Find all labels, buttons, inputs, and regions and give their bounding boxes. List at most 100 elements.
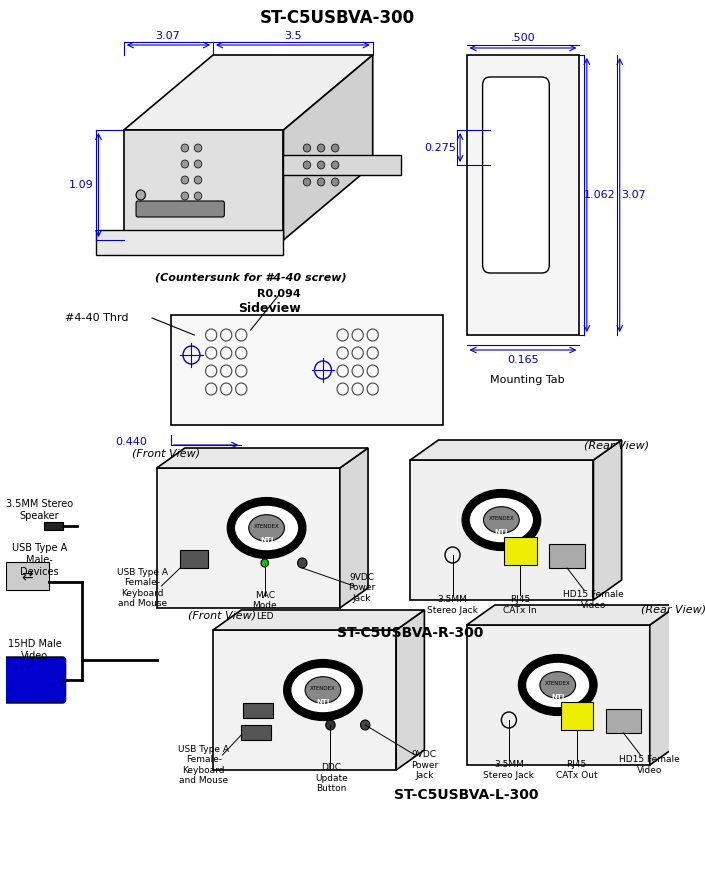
Text: Sideview: Sideview: [238, 302, 301, 315]
Circle shape: [303, 161, 311, 169]
Text: .500: .500: [510, 33, 535, 43]
Circle shape: [360, 720, 370, 730]
Polygon shape: [410, 440, 622, 460]
Text: Mounting Tab: Mounting Tab: [491, 375, 565, 385]
Ellipse shape: [283, 659, 362, 720]
Ellipse shape: [235, 505, 299, 551]
Text: RJ45
CATx In: RJ45 CATx In: [503, 596, 537, 615]
Polygon shape: [213, 630, 396, 770]
Bar: [44, 522, 63, 530]
Text: #4-40 Thrd: #4-40 Thrd: [65, 313, 128, 323]
Polygon shape: [283, 155, 401, 175]
Circle shape: [303, 178, 311, 186]
Text: HD15 Female
Video: HD15 Female Video: [563, 590, 624, 610]
Ellipse shape: [249, 514, 284, 542]
Text: 3.5MM
Stereo Jack: 3.5MM Stereo Jack: [484, 760, 534, 780]
Bar: [606, 709, 642, 733]
FancyBboxPatch shape: [136, 201, 224, 217]
Text: ST-C5USBVA-R-300: ST-C5USBVA-R-300: [337, 626, 484, 640]
Bar: [504, 537, 537, 565]
Circle shape: [181, 192, 189, 200]
Circle shape: [317, 161, 325, 169]
Circle shape: [326, 720, 335, 730]
Text: R0.094: R0.094: [257, 289, 300, 299]
Text: USB Type A
Male-
Devices: USB Type A Male- Devices: [12, 543, 67, 576]
Text: 15HD Male
Video: 15HD Male Video: [8, 639, 61, 661]
Text: ⇄: ⇄: [21, 569, 33, 583]
Text: XTENDEX: XTENDEX: [310, 685, 336, 691]
Text: XTENDEX: XTENDEX: [545, 680, 570, 685]
Text: 1.062: 1.062: [584, 190, 616, 200]
Text: 3.5: 3.5: [284, 31, 302, 41]
Text: DDC
Update
Button: DDC Update Button: [315, 763, 348, 793]
Polygon shape: [124, 130, 283, 240]
Circle shape: [331, 178, 339, 186]
Ellipse shape: [526, 662, 590, 708]
Ellipse shape: [484, 507, 519, 534]
Text: (Rear View): (Rear View): [641, 605, 705, 615]
Polygon shape: [410, 460, 594, 600]
Bar: [243, 703, 273, 718]
Circle shape: [331, 144, 339, 152]
Ellipse shape: [518, 655, 597, 715]
Polygon shape: [213, 610, 424, 630]
Circle shape: [136, 190, 145, 200]
Text: USB Type A
Female-
Keyboard
and Mouse: USB Type A Female- Keyboard and Mouse: [117, 568, 168, 608]
Text: USB Type A
Female-
Keyboard
and Mouse: USB Type A Female- Keyboard and Mouse: [178, 745, 229, 785]
Text: 9VDC
Power
Jack: 9VDC Power Jack: [348, 573, 375, 603]
Text: MAC
Mode
LED: MAC Mode LED: [252, 591, 277, 621]
Bar: [467, 55, 580, 335]
Text: 9VDC
Power
Jack: 9VDC Power Jack: [411, 750, 438, 780]
Bar: [171, 315, 443, 425]
Circle shape: [181, 176, 189, 184]
Circle shape: [181, 144, 189, 152]
Text: (Front View): (Front View): [188, 610, 257, 620]
Text: NTI: NTI: [317, 699, 330, 705]
Polygon shape: [650, 605, 678, 765]
Polygon shape: [96, 230, 283, 255]
Text: 1.09: 1.09: [69, 180, 94, 190]
Text: ST-C5USBVA-L-300: ST-C5USBVA-L-300: [394, 788, 539, 802]
Text: NTI: NTI: [551, 694, 565, 700]
Polygon shape: [467, 605, 678, 625]
Polygon shape: [157, 468, 340, 608]
Bar: [180, 550, 209, 568]
Text: 0.165: 0.165: [507, 355, 539, 365]
Text: NTI: NTI: [260, 537, 274, 543]
Ellipse shape: [227, 498, 306, 558]
Ellipse shape: [291, 667, 355, 712]
Text: (Countersunk for #4-40 screw): (Countersunk for #4-40 screw): [155, 273, 346, 283]
Polygon shape: [157, 448, 368, 468]
Circle shape: [331, 161, 339, 169]
Bar: [241, 725, 271, 740]
Bar: [549, 544, 585, 568]
Circle shape: [261, 559, 269, 567]
Circle shape: [298, 558, 307, 568]
FancyBboxPatch shape: [4, 657, 66, 703]
Text: NTI: NTI: [495, 529, 508, 535]
Polygon shape: [396, 610, 424, 770]
Polygon shape: [124, 55, 373, 130]
Circle shape: [317, 178, 325, 186]
Ellipse shape: [470, 497, 534, 542]
Text: 3.07: 3.07: [156, 31, 180, 41]
Bar: [560, 702, 594, 730]
Circle shape: [195, 144, 202, 152]
Text: ST-C5USBVA-300: ST-C5USBVA-300: [259, 9, 415, 27]
FancyBboxPatch shape: [483, 77, 549, 273]
Polygon shape: [283, 55, 373, 240]
Text: 0.440: 0.440: [116, 437, 147, 447]
Circle shape: [195, 160, 202, 168]
Text: HD15 Female
Video: HD15 Female Video: [620, 755, 680, 774]
Text: 0.275: 0.275: [424, 143, 456, 153]
Bar: [6, 562, 49, 590]
Ellipse shape: [540, 671, 575, 698]
Circle shape: [317, 144, 325, 152]
Ellipse shape: [305, 677, 341, 704]
Circle shape: [195, 192, 202, 200]
Text: XTENDEX: XTENDEX: [254, 523, 279, 528]
Text: XTENDEX: XTENDEX: [489, 515, 514, 521]
Polygon shape: [340, 448, 368, 608]
Polygon shape: [467, 625, 650, 765]
Text: 3.07: 3.07: [621, 190, 646, 200]
